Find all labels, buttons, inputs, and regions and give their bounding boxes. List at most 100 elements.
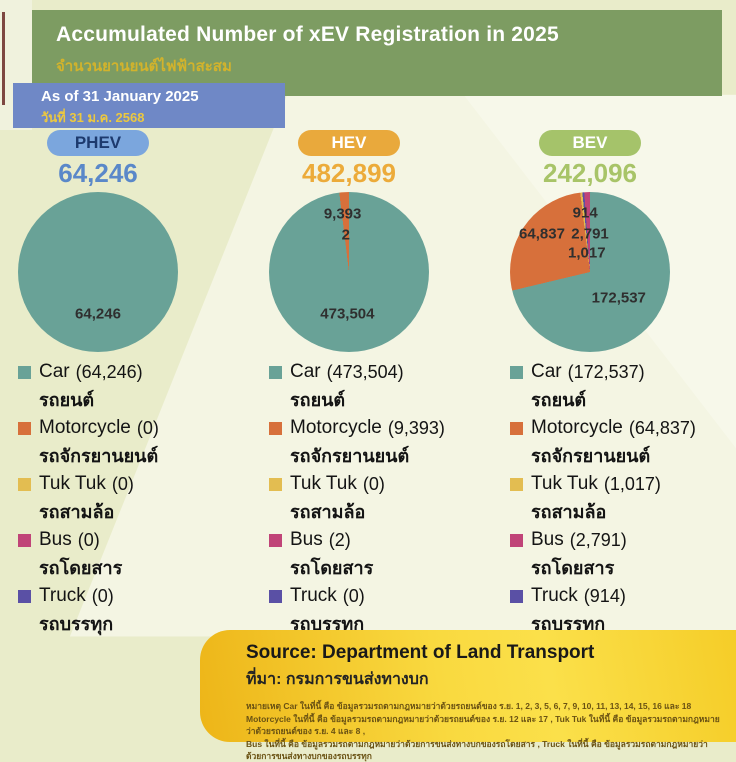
- as-of-date-thai: วันที่ 31 ม.ค. 2568: [41, 110, 145, 125]
- legend-color-swatch-car: [18, 365, 31, 379]
- legend-label: Tuk Tuk: [531, 473, 598, 494]
- hev-pie-wrap: 9,393 2 473,504: [269, 192, 429, 352]
- phev-pie-block: PHEV 64,246 64,246: [18, 130, 178, 352]
- legend-value: (2,791): [569, 529, 627, 550]
- legend-label: Tuk Tuk: [39, 473, 106, 494]
- legend-color-swatch-motorcycle: [510, 421, 523, 435]
- bev-total-value: 242,096: [543, 158, 637, 188]
- legend-item: Truck (914) รถบรรทุก: [510, 582, 736, 638]
- legend-label: Bus: [531, 529, 564, 550]
- legend-item: Truck (0) รถบรรทุก: [269, 582, 507, 638]
- bev-badge: BEV: [539, 130, 641, 156]
- legend-label-thai: รถจักรยานยนต์: [531, 446, 651, 466]
- legend-value: (9,393): [387, 417, 445, 438]
- legend-color-swatch-truck: [510, 589, 523, 603]
- legend-value: (1,017): [603, 473, 661, 494]
- bev-pie-block: BEV 242,096 914 64,837 2,791 1,017 172,5…: [510, 130, 670, 352]
- hev-badge: HEV: [298, 130, 400, 156]
- pie-slice-label: 9,393: [323, 205, 362, 223]
- hev-legend: Car (473,504) รถยนต์ Motorcycle (9,393) รถ…: [269, 358, 507, 638]
- bev-column: BEV 242,096 914 64,837 2,791 1,017 172,5…: [510, 130, 736, 638]
- legend-value: (172,537): [567, 361, 645, 382]
- legend-color-swatch-tuktuk: [18, 477, 31, 491]
- legend-label-thai: รถสามล้อ: [39, 502, 115, 522]
- legend-item: Bus (0) รถโดยสาร: [18, 526, 256, 582]
- legend-item: Motorcycle (9,393) รถจักรยานยนต์: [269, 414, 507, 470]
- page-subtitle-thai: จำนวนยานยนต์ไฟฟ้าสะสม: [56, 58, 232, 75]
- bev-pie-wrap: 914 64,837 2,791 1,017 172,537: [510, 192, 670, 352]
- legend-value: (0): [136, 417, 159, 438]
- legend-value: (473,504): [326, 361, 404, 382]
- legend-value: (0): [342, 585, 365, 606]
- phev-legend: Car (64,246) รถยนต์ Motorcycle (0) รถจักรย…: [18, 358, 256, 638]
- legend-color-swatch-truck: [269, 589, 282, 603]
- legend-value: (914): [583, 585, 626, 606]
- phev-pie-chart: [18, 192, 178, 352]
- legend-color-swatch-bus: [269, 533, 282, 547]
- legend-value: (0): [91, 585, 114, 606]
- pie-slice-label: 914: [572, 204, 598, 222]
- left-edge-accent-line: [2, 12, 5, 105]
- legend-label: Motorcycle: [531, 417, 623, 438]
- legend-value: (0): [362, 473, 385, 494]
- legend-color-swatch-motorcycle: [269, 421, 282, 435]
- phev-total-value: 64,246: [58, 158, 138, 188]
- legend-color-swatch-motorcycle: [18, 421, 31, 435]
- legend-color-swatch-car: [510, 365, 523, 379]
- legend-label: Truck: [39, 585, 86, 606]
- legend-item: Car (473,504) รถยนต์: [269, 358, 507, 414]
- legend-label-thai: รถยนต์: [290, 390, 346, 410]
- legend-item: Car (64,246) รถยนต์: [18, 358, 256, 414]
- legend-label-thai: รถโดยสาร: [39, 558, 123, 578]
- legend-value: (2): [328, 529, 351, 550]
- page-title: Accumulated Number of xEV Registration i…: [56, 23, 559, 46]
- bev-pie-chart: [510, 192, 670, 352]
- legend-label: Car: [290, 361, 321, 382]
- legend-label-thai: รถยนต์: [531, 390, 587, 410]
- legend-label: Car: [39, 361, 70, 382]
- source-note-line: Motorcycle ในที่นี้ คือ ข้อมูลรวมรถตามกฎ…: [246, 714, 720, 736]
- phev-column: PHEV 64,246 64,246 Car (64,246) รถยนต์ Mo…: [18, 130, 256, 638]
- legend-label: Bus: [39, 529, 72, 550]
- header-banner: Accumulated Number of xEV Registration i…: [32, 10, 722, 96]
- legend-label: Car: [531, 361, 562, 382]
- legend-item: Bus (2) รถโดยสาร: [269, 526, 507, 582]
- legend-item: Truck (0) รถบรรทุก: [18, 582, 256, 638]
- legend-item: Motorcycle (64,837) รถจักรยานยนต์: [510, 414, 736, 470]
- as-of-date-english: As of 31 January 2025: [41, 88, 199, 105]
- pie-slice-label: 172,537: [591, 289, 646, 307]
- legend-label-thai: รถสามล้อ: [290, 502, 366, 522]
- legend-label-thai: รถโดยสาร: [531, 558, 615, 578]
- legend-label: Truck: [531, 585, 578, 606]
- legend-item: Tuk Tuk (0) รถสามล้อ: [18, 470, 256, 526]
- legend-color-swatch-truck: [18, 589, 31, 603]
- source-note-line: หมายเหตุ Car ในที่นี้ คือ ข้อมูลรวมรถตาม…: [246, 701, 692, 711]
- pie-slice-label: 64,837: [519, 225, 565, 243]
- legend-color-swatch-bus: [18, 533, 31, 547]
- source-title-thai: ที่มา: กรมการขนส่งทางบก: [246, 671, 429, 688]
- source-box: Source: Department of Land Transport ที่…: [200, 630, 736, 761]
- legend-item: Car (172,537) รถยนต์: [510, 358, 736, 414]
- source-note-line: Bus ในที่นี้ คือ ข้อมูลรวมรถตามกฎหมายว่า…: [246, 739, 708, 761]
- hev-pie-block: HEV 482,899 9,393 2 473,504: [269, 130, 429, 352]
- bev-legend: Car (172,537) รถยนต์ Motorcycle (64,837) ร…: [510, 358, 736, 638]
- legend-label-thai: รถจักรยานยนต์: [290, 446, 410, 466]
- legend-item: Motorcycle (0) รถจักรยานยนต์: [18, 414, 256, 470]
- legend-label-thai: รถบรรทุก: [39, 614, 114, 634]
- legend-value: (64,837): [628, 417, 696, 438]
- pie-slice-label: 2,791: [571, 225, 609, 243]
- pie-slice-label: 473,504: [320, 305, 375, 323]
- legend-label-thai: รถสามล้อ: [531, 502, 607, 522]
- legend-color-swatch-tuktuk: [269, 477, 282, 491]
- as-of-date-box: As of 31 January 2025 วันที่ 31 ม.ค. 256…: [13, 83, 285, 128]
- legend-item: Tuk Tuk (0) รถสามล้อ: [269, 470, 507, 526]
- legend-label: Tuk Tuk: [290, 473, 357, 494]
- legend-label: Motorcycle: [290, 417, 382, 438]
- legend-color-swatch-car: [269, 365, 282, 379]
- legend-color-swatch-tuktuk: [510, 477, 523, 491]
- hev-pie-chart: [269, 192, 429, 352]
- legend-value: (64,246): [75, 361, 143, 382]
- source-notes: หมายเหตุ Car ในที่นี้ คือ ข้อมูลรวมรถตาม…: [246, 700, 720, 762]
- legend-label-thai: รถจักรยานยนต์: [39, 446, 159, 466]
- source-title: Source: Department of Land Transport: [246, 642, 595, 663]
